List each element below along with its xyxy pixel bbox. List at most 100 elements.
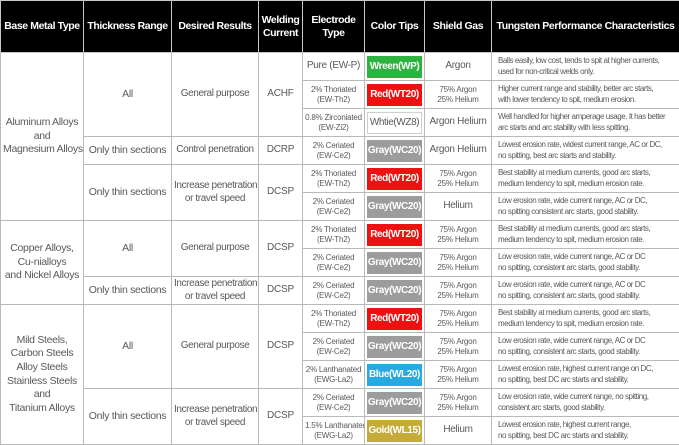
electrode-type-cell: 2% Ceriated(EW-Ce2) <box>303 193 365 221</box>
base-metal-cell-line: Aluminum Alloys <box>3 116 81 130</box>
color-tip-chip: Gray(WC20) <box>367 392 422 414</box>
color-tip-cell: Wreen(WP) <box>365 53 425 81</box>
color-tip-cell: Red(WT20) <box>365 305 425 333</box>
header-cell-thickness-range: Thickness Range <box>84 1 172 53</box>
desired-results-cell-line: General purpose <box>174 340 256 353</box>
electrode-type-cell: 2% Thoriated(EW-Th2) <box>303 221 365 249</box>
desired-results-cell-line: General purpose <box>174 242 256 255</box>
shield-gas-cell-line: Argon Helium <box>427 116 489 129</box>
electrode-type-cell-line: (EW-Th2) <box>305 319 362 329</box>
electrode-type-cell-line: 2% Ceriated <box>305 337 362 347</box>
color-tip-chip: Gray(WC20) <box>367 140 422 162</box>
electrode-type-cell-line: 2% Ceriated <box>305 197 362 207</box>
performance-cell-line: Balls easily, low cost, tends to spit at… <box>498 56 677 66</box>
performance-cell-line: no spitting, consistent arc starts, good… <box>498 291 677 301</box>
electrode-type-cell-line: 2% Thoriated <box>305 309 362 319</box>
shield-gas-cell-line: Argon Helium <box>427 144 489 157</box>
desired-results-cell-line: Increase penetration <box>174 404 256 417</box>
base-metal-cell-line: Stainless Steels <box>3 375 81 389</box>
base-metal-cell-line: and <box>3 388 81 402</box>
desired-results-cell-line: General purpose <box>174 88 256 101</box>
color-tip-cell: Gray(WC20) <box>365 333 425 361</box>
electrode-type-cell-line: (EW-Ce2) <box>305 347 362 357</box>
shield-gas-cell: Helium <box>425 417 492 445</box>
thickness-range-cell-line: Only thin sections <box>86 144 169 157</box>
performance-cell-line: used for non-critical welds only. <box>498 67 677 77</box>
shield-gas-cell-line: 75% Argon <box>427 365 489 375</box>
electrode-type-cell: 2% Ceriated(EW-Ce2) <box>303 137 365 165</box>
shield-gas-cell-line: 75% Argon <box>427 393 489 403</box>
desired-results-cell-line: or travel speed <box>174 193 256 206</box>
shield-gas-cell-line: 25% Helium <box>427 403 489 413</box>
shield-gas-cell: Argon <box>425 53 492 81</box>
electrode-type-cell: 2% Ceriated(EW-Ce2) <box>303 249 365 277</box>
desired-results-cell: Control penetration <box>172 137 259 165</box>
performance-cell: Low erosion rate, wide current range, no… <box>492 389 679 417</box>
electrode-type-cell-line: (EW-Ce2) <box>305 291 362 301</box>
electrode-type-cell-line: (EW-Zi2) <box>305 123 362 133</box>
performance-cell-line: no spitting, consistent arc starts, good… <box>498 347 677 357</box>
electrode-type-cell: 2% Ceriated(EW-Ce2) <box>303 333 365 361</box>
color-tip-chip: Red(WT20) <box>367 84 422 106</box>
base-metal-cell-line: Mild Steels, <box>3 334 81 348</box>
performance-cell: Lowest erosion rate, highest current ran… <box>492 361 679 389</box>
electrode-type-cell-line: Pure (EW-P) <box>305 60 362 73</box>
performance-cell-line: Lowest erosion rate, widest current rang… <box>498 140 677 150</box>
performance-cell-line: Low erosion rate, wide current range, no… <box>498 392 677 402</box>
electrode-type-cell-line: (EW-Ce2) <box>305 263 362 273</box>
thickness-range-cell-line: All <box>86 340 169 353</box>
performance-cell-line: consistent arc starts, good stability. <box>498 403 677 413</box>
thickness-range-cell: Only thin sections <box>84 389 172 445</box>
header-cell-base-metal-type: Base Metal Type <box>1 1 84 53</box>
color-tip-chip: Gray(WC20) <box>367 252 422 274</box>
electrode-type-cell: 2% Thoriated(EW-Th2) <box>303 165 365 193</box>
thickness-range-cell: All <box>84 221 172 277</box>
header-cell-desired-results: Desired Results <box>172 1 259 53</box>
base-metal-cell-line: Cu-nialloys <box>3 256 81 270</box>
header-cell-welding-current: Welding Current <box>259 1 303 53</box>
welding-current-cell-line: DCSP <box>261 284 300 297</box>
performance-cell: Low erosion rate, wide current range, AC… <box>492 249 679 277</box>
shield-gas-cell: Argon Helium <box>425 137 492 165</box>
color-tip-chip: Red(WT20) <box>367 168 422 190</box>
performance-cell-line: with lower tendency to spit, medium eros… <box>498 95 677 105</box>
performance-cell: Low erosion rate, wide current range, AC… <box>492 333 679 361</box>
performance-cell: Balls easily, low cost, tends to spit at… <box>492 53 679 81</box>
color-tip-chip: Red(WT20) <box>367 308 422 330</box>
electrode-type-cell: 2% Thoriated(EW-Th2) <box>303 81 365 109</box>
performance-cell-line: Low erosion rate, wide current range, AC… <box>498 252 677 262</box>
shield-gas-cell-line: 75% Argon <box>427 309 489 319</box>
electrode-type-cell-line: (EW-Th2) <box>305 95 362 105</box>
color-tip-chip: Gold(WL15) <box>367 420 422 442</box>
shield-gas-cell-line: 25% Helium <box>427 291 489 301</box>
electrode-type-cell-line: 2% Thoriated <box>305 225 362 235</box>
shield-gas-cell-line: 75% Argon <box>427 85 489 95</box>
performance-cell-line: Best stability at medium currents, good … <box>498 308 677 318</box>
performance-cell-line: medium tendency to spit, medium erosion … <box>498 179 677 189</box>
color-tip-chip: Whtie(WZ8) <box>367 112 422 134</box>
performance-cell: Higher current range and stability, bett… <box>492 81 679 109</box>
electrode-type-cell: 2% Ceriated(EW-Ce2) <box>303 277 365 305</box>
shield-gas-cell-line: 75% Argon <box>427 253 489 263</box>
color-tip-cell: Gray(WC20) <box>365 277 425 305</box>
performance-cell-line: Higher current range and stability, bett… <box>498 84 677 94</box>
thickness-range-cell-line: Only thin sections <box>86 284 169 297</box>
desired-results-cell-line: Increase penetration <box>174 180 256 193</box>
color-tip-cell: Gold(WL15) <box>365 417 425 445</box>
color-tip-chip: Wreen(WP) <box>367 56 422 78</box>
thickness-range-cell-line: Only thin sections <box>86 186 169 199</box>
